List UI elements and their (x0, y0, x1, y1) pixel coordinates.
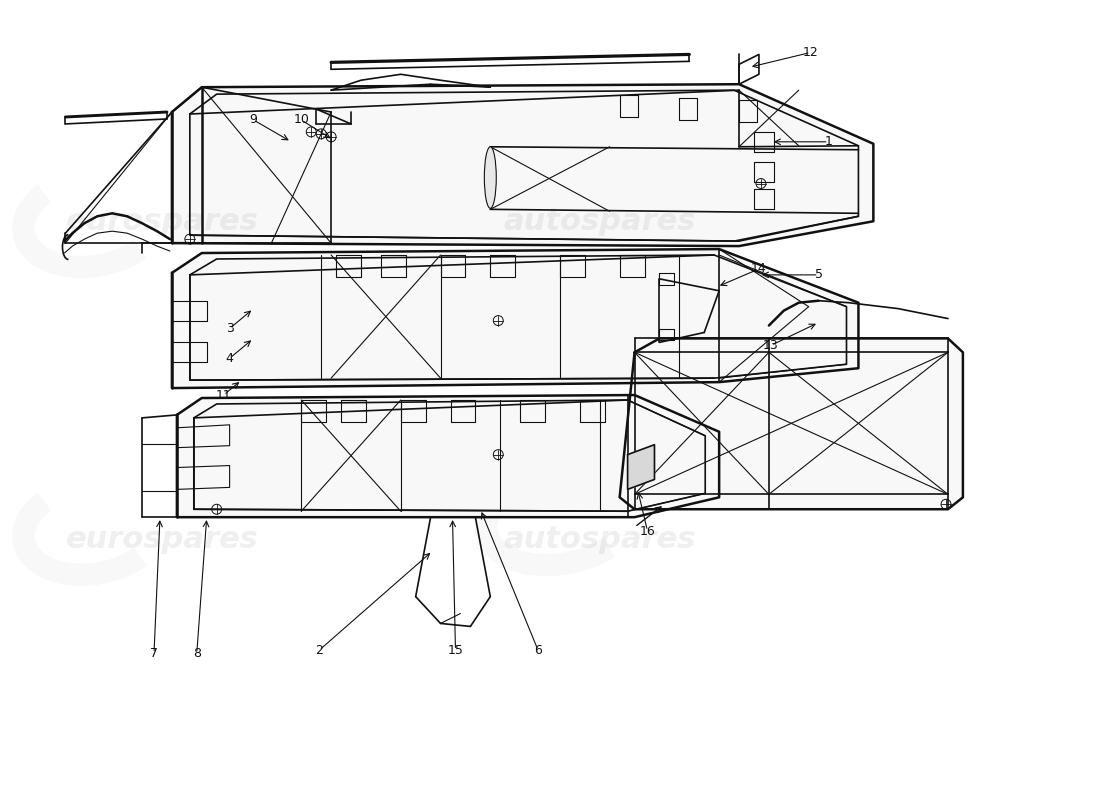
Text: 4: 4 (226, 352, 233, 365)
Text: 7: 7 (150, 646, 158, 660)
Text: 10: 10 (294, 114, 309, 126)
Text: eurospares: eurospares (66, 525, 258, 554)
Polygon shape (628, 445, 654, 490)
Text: 14: 14 (751, 262, 767, 275)
Polygon shape (172, 249, 858, 388)
Ellipse shape (484, 146, 496, 208)
Polygon shape (172, 84, 873, 246)
Text: 6: 6 (535, 644, 542, 657)
Text: autospares: autospares (504, 206, 696, 236)
Text: eurospares: eurospares (66, 206, 258, 236)
Text: 3: 3 (226, 322, 233, 335)
Text: 15: 15 (448, 644, 463, 657)
Text: 8: 8 (192, 646, 201, 660)
Text: 2: 2 (316, 644, 323, 657)
Text: 5: 5 (815, 268, 823, 282)
Polygon shape (619, 338, 962, 510)
Polygon shape (177, 395, 719, 517)
Text: autospares: autospares (504, 525, 696, 554)
Text: 12: 12 (803, 46, 818, 59)
Text: 9: 9 (250, 114, 257, 126)
Text: 1: 1 (825, 135, 833, 148)
Text: 13: 13 (763, 339, 779, 352)
Text: 16: 16 (639, 525, 656, 538)
Text: 11: 11 (216, 389, 231, 402)
